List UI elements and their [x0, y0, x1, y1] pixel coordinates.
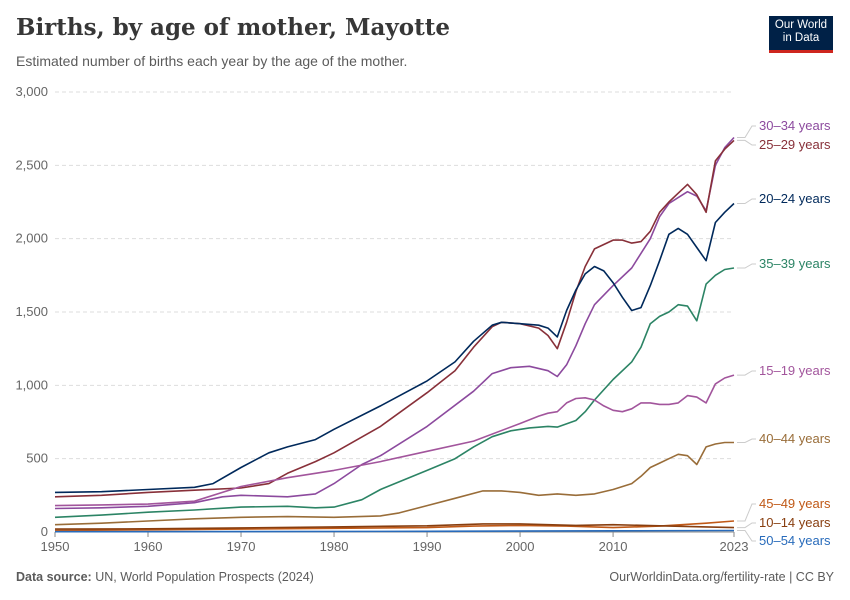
- series-line[interactable]: [54, 136, 735, 510]
- x-axis-ticks: 1950 1960 1970 1980 1990 2000 2010 2023: [41, 532, 749, 554]
- x-tick-label: 2010: [599, 539, 628, 554]
- x-tick-label: 2023: [720, 539, 749, 554]
- label-leader-line: [737, 139, 756, 146]
- label-leader-line: [737, 503, 756, 522]
- label-leader-line: [737, 370, 756, 376]
- y-tick-label: 500: [26, 451, 48, 466]
- logo-line-1: Our World: [774, 19, 828, 31]
- chart-subtitle: Estimated number of births each year by …: [16, 53, 408, 69]
- source-text: UN, World Population Prospects (2024): [95, 570, 314, 584]
- chart-title: Births, by age of mother, Mayotte: [16, 14, 450, 41]
- series-label[interactable]: 45–49 years: [759, 496, 831, 511]
- y-tick-label: 1,000: [15, 377, 48, 392]
- series-label[interactable]: 25–29 years: [759, 137, 831, 152]
- series-line[interactable]: [54, 139, 735, 498]
- y-tick-label: 0: [41, 524, 48, 539]
- label-leader-line: [737, 198, 756, 204]
- label-leader-line: [737, 530, 756, 542]
- x-tick-label: 1960: [134, 539, 163, 554]
- label-leader-line: [737, 263, 756, 269]
- x-tick-label: 1990: [413, 539, 442, 554]
- series-line[interactable]: [54, 441, 734, 526]
- series-label[interactable]: 40–44 years: [759, 431, 831, 446]
- grid-lines: [55, 91, 734, 533]
- x-tick-label: 1970: [227, 539, 256, 554]
- series-label[interactable]: 30–34 years: [759, 118, 831, 133]
- series-label[interactable]: 50–54 years: [759, 533, 831, 548]
- series-lines: [54, 136, 735, 533]
- owid-logo[interactable]: Our World in Data: [769, 16, 833, 53]
- y-tick-label: 2,000: [15, 231, 48, 246]
- series-label[interactable]: 35–39 years: [759, 256, 831, 271]
- data-source: Data source: UN, World Population Prospe…: [16, 570, 314, 584]
- y-axis-ticks: 0 500 1,000 1,500 2,000 2,500 3,000: [15, 84, 48, 539]
- series-label[interactable]: 20–24 years: [759, 191, 831, 206]
- y-tick-label: 3,000: [15, 84, 48, 99]
- series-label[interactable]: 10–14 years: [759, 515, 831, 530]
- label-leader-line: [737, 522, 756, 529]
- x-tick-label: 1980: [320, 539, 349, 554]
- series-line[interactable]: [54, 529, 735, 533]
- logo-line-2: in Data: [782, 32, 820, 44]
- x-tick-label: 2000: [506, 539, 535, 554]
- series-line[interactable]: [54, 267, 735, 519]
- series-line[interactable]: [54, 374, 735, 507]
- label-leader-line: [737, 438, 756, 443]
- series-line[interactable]: [54, 523, 735, 530]
- label-leader-line: [737, 125, 756, 138]
- source-label: Data source:: [16, 570, 92, 584]
- y-tick-label: 1,500: [15, 304, 48, 319]
- series-labels: 30–34 years 25–29 years 20–24 years 35–39 y…: [737, 118, 831, 548]
- y-tick-label: 2,500: [15, 157, 48, 172]
- credit-link[interactable]: OurWorldinData.org/fertility-rate | CC B…: [609, 570, 834, 584]
- x-tick-label: 1950: [41, 539, 70, 554]
- series-label[interactable]: 15–19 years: [759, 363, 831, 378]
- series-line[interactable]: [54, 202, 735, 494]
